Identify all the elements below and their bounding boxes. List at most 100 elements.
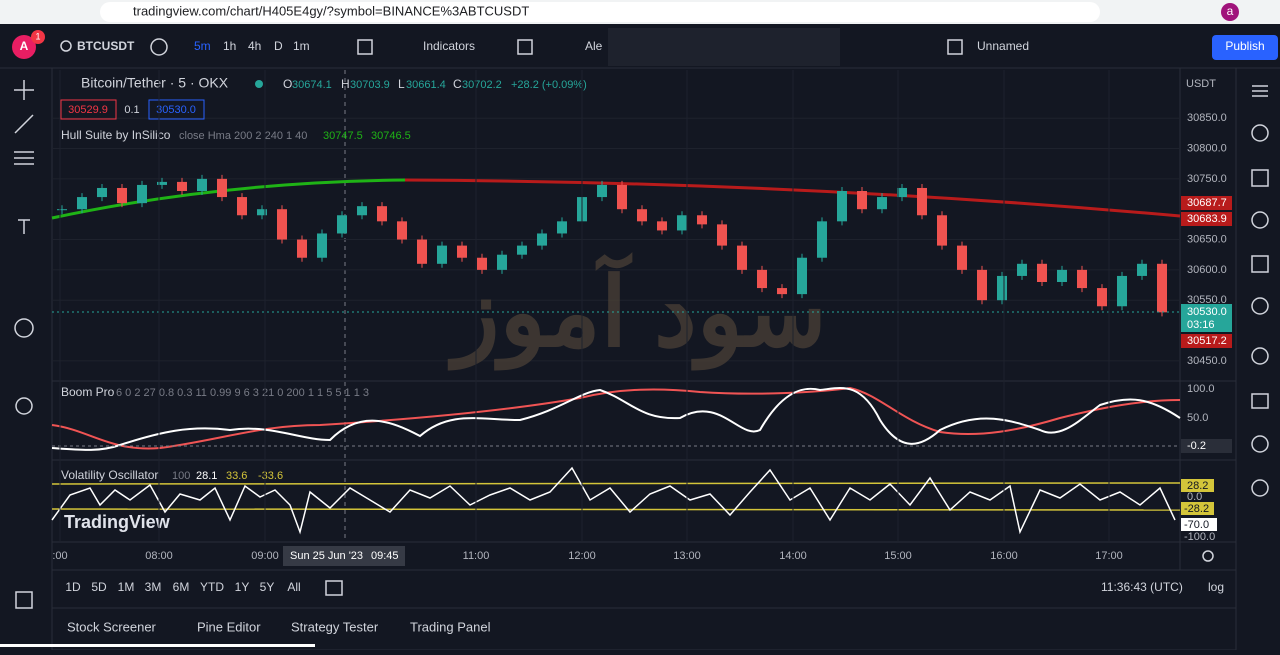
ohlc-value: 30661.4 <box>406 79 446 91</box>
x-tick-label: 11:00 <box>463 550 490 562</box>
drawing-toolbar <box>608 28 840 66</box>
candle <box>117 187 127 204</box>
y-tick-label: 30550.0 <box>1187 294 1227 306</box>
candle <box>377 206 387 222</box>
range-button[interactable]: YTD <box>200 580 224 594</box>
indicator-name: Hull Suite by InSilico <box>61 128 171 142</box>
candle <box>397 221 407 240</box>
candle <box>97 187 107 198</box>
footer <box>51 607 1237 651</box>
candle <box>917 187 927 216</box>
axis-label-bg <box>1181 502 1214 515</box>
candle <box>537 233 547 246</box>
clock: 11:36:43 (UTC) <box>1101 580 1183 594</box>
x-tick-label: 17:00 <box>1095 550 1123 562</box>
candle <box>357 206 367 216</box>
candle <box>757 269 767 289</box>
ohlc-value: 30674.1 <box>292 79 332 91</box>
publish-button[interactable] <box>1212 35 1278 60</box>
layout-name[interactable]: Unnamed <box>977 39 1029 53</box>
panel-tab[interactable]: Strategy Tester <box>291 619 379 634</box>
candle <box>777 288 787 295</box>
indicator-params: 6 0 2 27 0.8 0.3 11 0.99 9 6 3 21 0 200 … <box>116 387 369 399</box>
candle <box>1137 263 1147 276</box>
candle <box>517 245 527 255</box>
bid-box[interactable] <box>60 99 117 120</box>
candle <box>1077 269 1087 289</box>
x-tick-label: 14:00 <box>779 550 807 562</box>
range-button[interactable]: 5D <box>91 580 107 594</box>
boom-main-line <box>51 387 1181 451</box>
ohlc-key: O <box>283 77 292 91</box>
indicator-value: 28.1 <box>196 470 217 482</box>
avatar[interactable] <box>12 35 36 59</box>
add-icon[interactable] <box>150 38 168 56</box>
currency[interactable]: USDT <box>1186 78 1216 90</box>
x-tick-label: 15:00 <box>884 550 912 562</box>
layout-icon[interactable] <box>947 39 963 55</box>
range-button[interactable]: 1Y <box>235 580 250 594</box>
range-button[interactable]: 5Y <box>260 580 275 594</box>
candle <box>317 233 327 258</box>
templates-icon[interactable] <box>517 39 533 55</box>
range-button[interactable]: 3M <box>145 580 162 594</box>
candle <box>677 215 687 231</box>
indicator-value: 30746.5 <box>371 130 411 142</box>
interval[interactable]: D <box>274 39 283 53</box>
range-button[interactable]: All <box>287 580 300 594</box>
axis-label: 0.0 <box>1187 491 1202 503</box>
candle <box>837 191 847 222</box>
axis-label: -70.0 <box>1184 519 1209 531</box>
symbol[interactable]: BTCUSDT <box>77 39 135 53</box>
right-toolbar <box>1251 85 1269 497</box>
x-tick-label: 08:00 <box>145 550 173 562</box>
interval[interactable]: 5m <box>194 39 211 53</box>
interval[interactable]: 1m <box>293 39 310 53</box>
candle <box>297 239 307 258</box>
candle <box>877 197 887 210</box>
settings-icon[interactable] <box>1202 550 1214 562</box>
candle <box>257 209 267 216</box>
left-toolbar <box>14 80 34 609</box>
ask: 30530.0 <box>156 104 196 116</box>
log-toggle[interactable]: log <box>1208 580 1224 594</box>
candle <box>717 224 727 246</box>
url-field[interactable] <box>100 2 1100 22</box>
ohlc-value: 30702.2 <box>462 79 502 91</box>
price-label: 30687.7 <box>1187 197 1227 209</box>
cursor-time: 09:45 <box>371 550 399 562</box>
ohlc-key: L <box>398 77 405 91</box>
interval[interactable]: 4h <box>248 39 261 53</box>
range-button[interactable]: 1D <box>65 580 81 594</box>
x-tick-label: 09:00 <box>251 550 279 562</box>
date-range-icon[interactable] <box>325 580 343 596</box>
range-button[interactable]: 6M <box>173 580 190 594</box>
ohlc-value: 30703.9 <box>350 79 390 91</box>
panel-tab[interactable]: Pine Editor <box>197 619 261 634</box>
publish: Publish <box>1225 39 1264 53</box>
range-button[interactable]: 1M <box>118 580 135 594</box>
alert[interactable]: Ale <box>585 39 603 53</box>
axis-label: -100.0 <box>1184 531 1215 543</box>
hull-line <box>404 178 1181 218</box>
chart-type-icon[interactable] <box>357 39 373 55</box>
indicator-value: 33.6 <box>226 470 247 482</box>
indicator-params: 100 <box>172 470 190 482</box>
indicators[interactable]: Indicators <box>423 39 475 53</box>
candle <box>977 269 987 301</box>
ohlc-key: C <box>453 77 462 91</box>
panel-tab[interactable]: Stock Screener <box>67 619 157 634</box>
avatar-letter: A <box>20 39 29 53</box>
upper-band <box>51 482 1181 485</box>
candle <box>277 209 287 240</box>
candle <box>237 197 247 216</box>
interval[interactable]: 1h <box>223 39 236 53</box>
candle <box>1017 263 1027 276</box>
ask-box[interactable] <box>148 99 205 120</box>
profile[interactable] <box>1221 3 1239 21</box>
candle <box>797 257 807 295</box>
lower-band <box>51 508 1181 511</box>
panel-tab[interactable]: Trading Panel <box>410 619 491 634</box>
badge-count: 1 <box>35 31 40 41</box>
